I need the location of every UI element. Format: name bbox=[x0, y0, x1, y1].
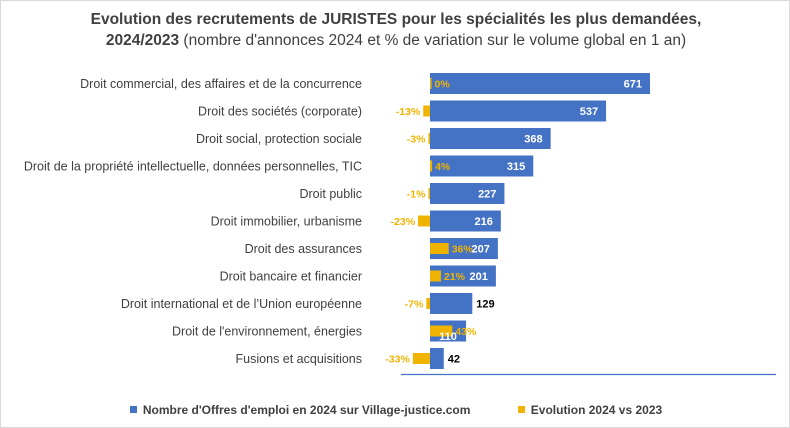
category-label: Droit des assurances bbox=[245, 242, 362, 256]
chart-title: Evolution des recrutements de JURISTES p… bbox=[1, 9, 790, 51]
offers-value-label: 129 bbox=[476, 299, 494, 311]
category-label: Droit de la propriété intellectuelle, do… bbox=[24, 160, 362, 174]
evolution-bar bbox=[430, 325, 453, 337]
evolution-value-label: -33% bbox=[385, 354, 410, 366]
evolution-value-label: 21% bbox=[444, 271, 466, 283]
category-label: Fusions et acquisitions bbox=[236, 352, 362, 366]
evolution-value-label: 36% bbox=[452, 244, 474, 256]
offers-value-label: 216 bbox=[474, 216, 492, 228]
offers-value-label: 368 bbox=[524, 134, 542, 146]
legend-label-offers: Nombre d'Offres d'emploi en 2024 sur Vil… bbox=[142, 402, 471, 417]
offers-bar bbox=[430, 73, 650, 94]
category-label: Droit des sociétés (corporate) bbox=[198, 105, 362, 119]
title-period: 2024/2023 bbox=[105, 32, 180, 49]
offers-value-label: 42 bbox=[448, 354, 460, 366]
legend-item-evolution: Evolution 2024 vs 2023 bbox=[517, 402, 663, 417]
evolution-value-label: -23% bbox=[391, 216, 416, 228]
legend-item-offers: Nombre d'Offres d'emploi en 2024 sur Vil… bbox=[129, 402, 471, 417]
category-label: Droit de l'environnement, énergies bbox=[172, 325, 362, 339]
evolution-bar bbox=[412, 353, 430, 364]
offers-bar bbox=[430, 155, 534, 177]
offers-bar bbox=[430, 348, 444, 369]
evolution-bar bbox=[428, 188, 430, 199]
bar-chart: Droit commercial, des affaires et de la … bbox=[24, 73, 776, 376]
evolution-bar bbox=[430, 160, 433, 172]
offers-bar bbox=[430, 128, 551, 149]
offers-value-label: 201 bbox=[470, 271, 488, 283]
category-label: Droit immobilier, urbanisme bbox=[211, 215, 362, 229]
evolution-bar bbox=[423, 105, 430, 117]
offers-bar bbox=[430, 100, 607, 122]
title-line-2: 2024/2023 (nombre d'annonces 2024 et % d… bbox=[1, 30, 790, 51]
offers-bar bbox=[430, 210, 501, 232]
category-label: Droit commercial, des affaires et de la … bbox=[80, 77, 362, 91]
evolution-bar bbox=[418, 215, 430, 227]
evolution-value-label: -3% bbox=[407, 134, 426, 146]
category-label: Droit public bbox=[299, 187, 362, 201]
offers-value-label: 227 bbox=[478, 189, 496, 201]
offers-bar bbox=[430, 293, 473, 314]
legend: Nombre d'Offres d'emploi en 2024 sur Vil… bbox=[1, 402, 790, 417]
category-label: Droit social, protection sociale bbox=[196, 132, 362, 146]
evolution-value-label: -13% bbox=[396, 106, 421, 118]
offers-value-label: 537 bbox=[580, 106, 598, 118]
evolution-bar bbox=[426, 298, 430, 309]
evolution-value-label: -7% bbox=[405, 299, 424, 311]
offers-value-label: 671 bbox=[624, 79, 642, 91]
legend-label-evolution: Evolution 2024 vs 2023 bbox=[530, 402, 663, 417]
offers-value-label: 110 bbox=[439, 331, 457, 343]
legend-swatch-offers bbox=[129, 406, 137, 413]
offers-bar bbox=[430, 265, 496, 287]
category-label: Droit bancaire et financier bbox=[220, 270, 362, 284]
category-label: Droit international et de l’Union europé… bbox=[121, 297, 362, 311]
legend-swatch-evolution bbox=[517, 406, 525, 413]
evolution-bar bbox=[428, 133, 430, 144]
evolution-bar bbox=[430, 270, 441, 282]
offers-value-label: 315 bbox=[507, 161, 525, 173]
offers-value-label: 207 bbox=[472, 244, 490, 256]
evolution-value-label: 4% bbox=[435, 161, 451, 173]
evolution-bar bbox=[430, 78, 432, 89]
offers-bar bbox=[430, 183, 505, 204]
evolution-bar bbox=[430, 243, 449, 254]
evolution-value-label: -1% bbox=[407, 189, 426, 201]
title-subtitle: (nombre d'annonces 2024 et % de variatio… bbox=[179, 32, 687, 49]
title-line-1: Evolution des recrutements de JURISTES p… bbox=[90, 11, 702, 28]
evolution-value-label: 43% bbox=[455, 326, 477, 338]
evolution-value-label: 0% bbox=[435, 79, 451, 91]
